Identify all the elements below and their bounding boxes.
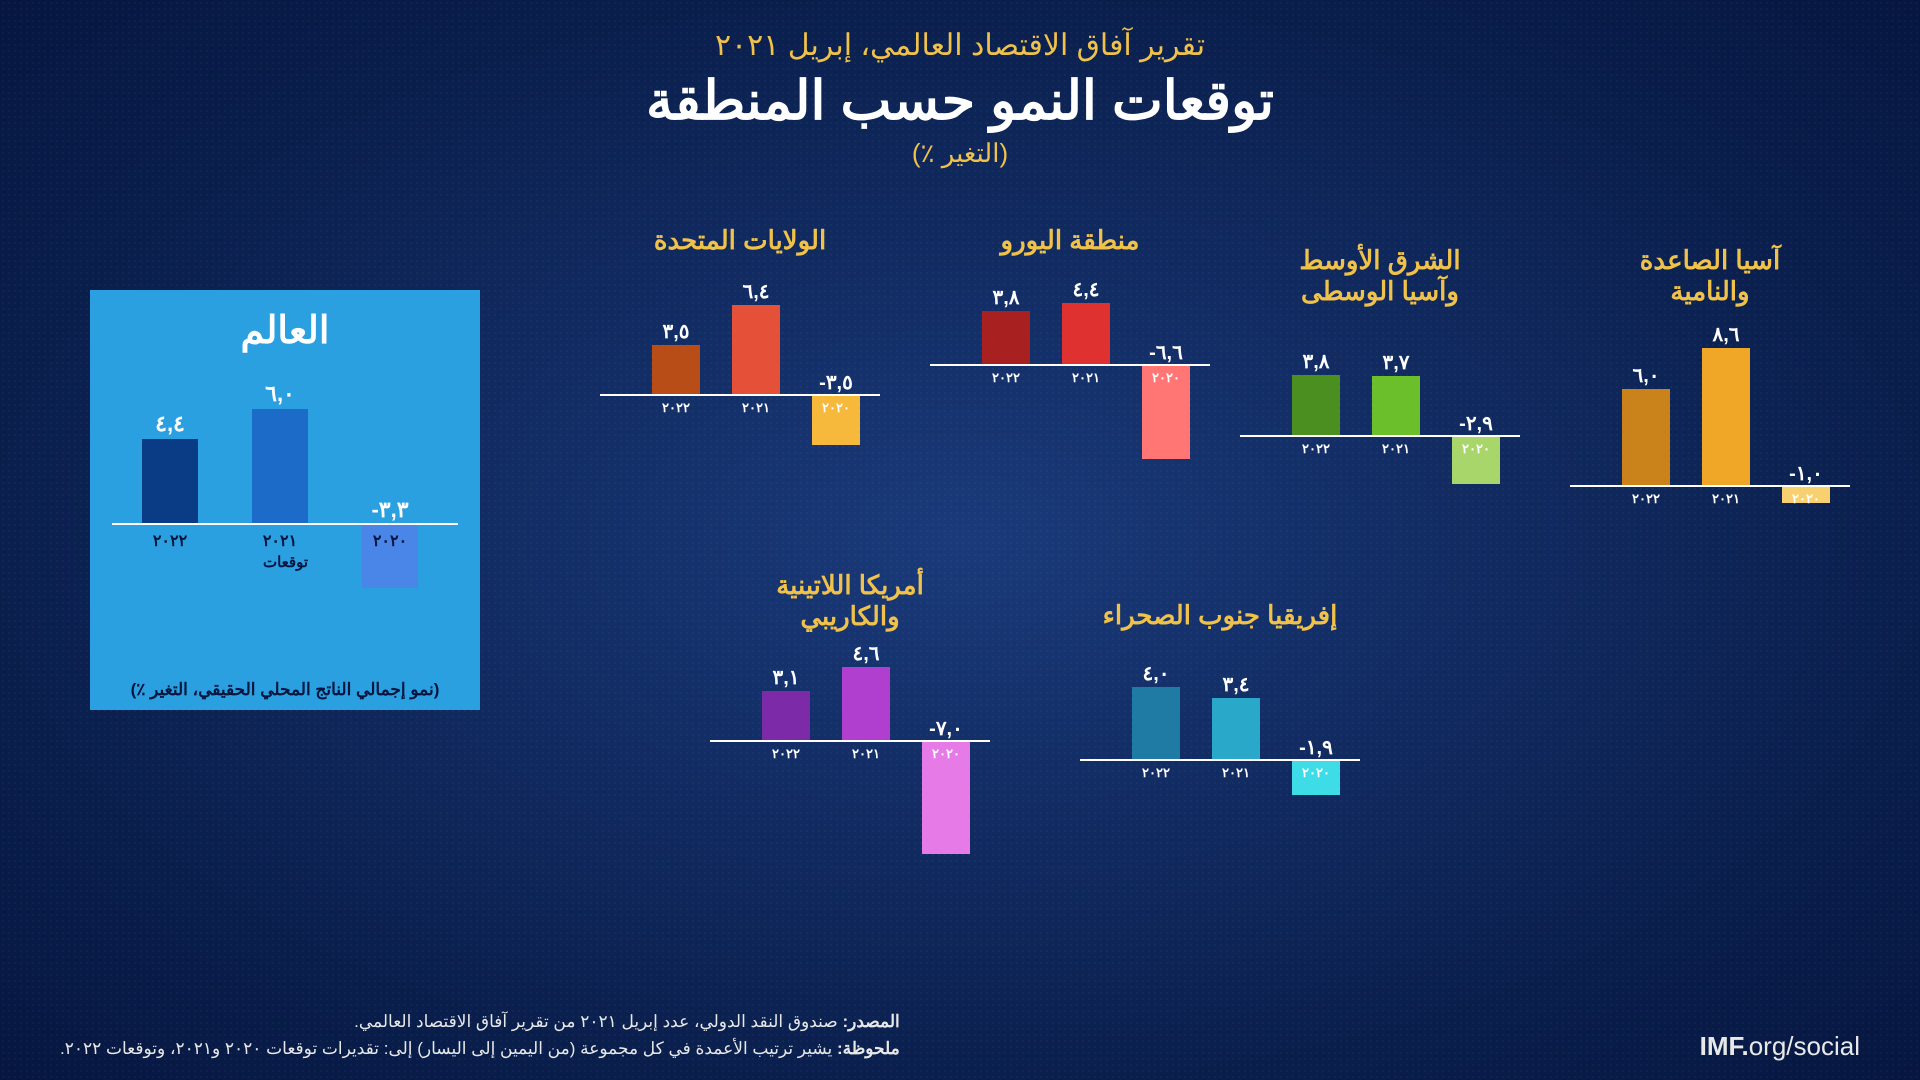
footer-url: IMF.org/social xyxy=(1700,1031,1860,1062)
region-ssa: إفريقيا جنوب الصحراء ١,٩- ٢٠٢٠ ٣,٤ ٢٠٢١ ٤,٠ ٢٠… xyxy=(1070,600,1370,859)
world-panel: العالم ٣,٣- ٢٠٢٠ ٦,٠ ٢٠٢١ ٤,٤ ٢٠٢٢ توقعات (نمو… xyxy=(90,290,480,710)
region-year-label: ٢٠٢١ xyxy=(1056,370,1116,386)
world-bar xyxy=(142,439,198,523)
region-year-label: ٢٠٢٠ xyxy=(806,400,866,416)
footer-source-block: المصدر: صندوق النقد الدولي، عدد إبريل ٢٠… xyxy=(60,1008,900,1062)
region-year-label: ٢٠٢٢ xyxy=(646,400,706,416)
region-bar xyxy=(1062,303,1110,365)
region-bar-value: ١,٠- xyxy=(1771,461,1841,486)
region-bar-value: ٣,١ xyxy=(751,665,821,690)
region-bar-value: ٧,٠- xyxy=(911,716,981,741)
region-bar-value: ٣,٧ xyxy=(1361,350,1431,375)
world-year-label: ٢٠٢٠ xyxy=(350,531,430,551)
region-bar xyxy=(1372,376,1420,435)
region-bar-value: ٣,٥- xyxy=(801,370,871,395)
region-title: منطقة اليورو xyxy=(920,225,1220,256)
region-year-label: ٢٠٢١ xyxy=(726,400,786,416)
region-bar xyxy=(1292,375,1340,436)
region-year-label: ٢٠٢١ xyxy=(1366,441,1426,457)
region-bar-value: ٤,٦ xyxy=(831,641,901,666)
region-bar xyxy=(842,667,890,741)
region-year-label: ٢٠٢٢ xyxy=(756,746,816,762)
region-bar-value: ٦,٤ xyxy=(721,279,791,304)
region-usa: الولايات المتحدة ٣,٥- ٢٠٢٠ ٦,٤ ٢٠٢١ ٣,٥ ٢٠٢٢ xyxy=(590,225,890,484)
region-meca: الشرق الأوسطوآسيا الوسطى ٢,٩- ٢٠٢٠ ٣,٧ ٢٠٢١ ٣… xyxy=(1230,245,1530,535)
world-note: (نمو إجمالي الناتج المحلي الحقيقي، التغي… xyxy=(90,680,480,700)
page-title: توقعات النمو حسب المنطقة xyxy=(0,69,1920,132)
region-bar xyxy=(652,345,700,394)
region-bar-value: ٢,٩- xyxy=(1441,411,1511,436)
region-year-label: ٢٠٢١ xyxy=(836,746,896,762)
region-bar xyxy=(1132,687,1180,759)
region-bar-value: ٨,٦ xyxy=(1691,322,1761,347)
footer-note: ملحوظة: يشير ترتيب الأعمدة في كل مجموعة … xyxy=(60,1035,900,1062)
world-bar xyxy=(252,409,308,523)
region-year-label: ٢٠٢٠ xyxy=(1286,765,1346,781)
region-bar xyxy=(732,305,780,395)
footer-url-light: org/social xyxy=(1749,1031,1860,1061)
region-bar-value: ٣,٨ xyxy=(1281,349,1351,374)
region-title: إفريقيا جنوب الصحراء xyxy=(1070,600,1370,631)
region-year-label: ٢٠٢٢ xyxy=(1126,765,1186,781)
region-year-label: ٢٠٢٠ xyxy=(1446,441,1506,457)
region-year-label: ٢٠٢٢ xyxy=(976,370,1036,386)
footer: IMF.org/social المصدر: صندوق النقد الدول… xyxy=(60,1008,1860,1062)
region-year-label: ٢٠٢١ xyxy=(1206,765,1266,781)
region-bar-value: ٦,٠ xyxy=(1611,363,1681,388)
region-year-label: ٢٠٢٢ xyxy=(1286,441,1346,457)
region-year-label: ٢٠٢١ xyxy=(1696,491,1756,507)
region-year-label: ٢٠٢٠ xyxy=(1776,491,1836,507)
region-bar-value: ٤,٠ xyxy=(1121,661,1191,686)
region-bar-value: ٣,٤ xyxy=(1201,672,1271,697)
region-chart: ١,٠- ٢٠٢٠ ٨,٦ ٢٠٢١ ٦,٠ ٢٠٢٢ xyxy=(1560,315,1860,535)
world-bar-value: ٣,٣- xyxy=(350,497,430,523)
region-chart: ٣,٥- ٢٠٢٠ ٦,٤ ٢٠٢١ ٣,٥ ٢٠٢٢ xyxy=(590,264,890,484)
region-euro: منطقة اليورو ٦,٦- ٢٠٢٠ ٤,٤ ٢٠٢١ ٣,٨ ٢٠٢٢ xyxy=(920,225,1220,484)
world-year-label: ٢٠٢١ xyxy=(240,531,320,551)
region-bar xyxy=(982,311,1030,364)
world-bar-value: ٦,٠ xyxy=(240,381,320,407)
region-title: الولايات المتحدة xyxy=(590,225,890,256)
world-title: العالم xyxy=(112,308,458,353)
footer-source: المصدر: صندوق النقد الدولي، عدد إبريل ٢٠… xyxy=(60,1008,900,1035)
region-chart: ٦,٦- ٢٠٢٠ ٤,٤ ٢٠٢١ ٣,٨ ٢٠٢٢ xyxy=(920,264,1220,484)
region-year-label: ٢٠٢٠ xyxy=(1136,370,1196,386)
region-bar-value: ٣,٥ xyxy=(641,319,711,344)
region-bar xyxy=(1622,389,1670,485)
region-title: الشرق الأوسطوآسيا الوسطى xyxy=(1230,245,1530,307)
world-forecast-label: توقعات xyxy=(263,553,308,571)
region-lac: أمريكا اللاتينيةوالكاريبي ٧,٠- ٢٠٢٠ ٤,٦ ٢٠٢١… xyxy=(700,570,1000,860)
region-title: آسيا الصاعدةوالنامية xyxy=(1560,245,1860,307)
region-year-label: ٢٠٢٢ xyxy=(1616,491,1676,507)
region-chart: ١,٩- ٢٠٢٠ ٣,٤ ٢٠٢١ ٤,٠ ٢٠٢٢ xyxy=(1070,639,1370,859)
region-bar xyxy=(1702,348,1750,486)
header: تقرير آفاق الاقتصاد العالمي، إبريل ٢٠٢١ … xyxy=(0,28,1920,169)
region-chart: ٢,٩- ٢٠٢٠ ٣,٧ ٢٠٢١ ٣,٨ ٢٠٢٢ xyxy=(1230,315,1530,535)
region-year-label: ٢٠٢٠ xyxy=(916,746,976,762)
subtitle: (التغير ٪) xyxy=(0,138,1920,169)
region-bar-value: ١,٩- xyxy=(1281,735,1351,760)
region-bar-value: ٣,٨ xyxy=(971,285,1041,310)
world-bar-value: ٤,٤ xyxy=(130,411,210,437)
region-bar xyxy=(762,691,810,741)
region-bar-value: ٦,٦- xyxy=(1131,340,1201,365)
suptitle: تقرير آفاق الاقتصاد العالمي، إبريل ٢٠٢١ xyxy=(0,28,1920,63)
footer-url-bold: IMF. xyxy=(1700,1031,1749,1061)
region-chart: ٧,٠- ٢٠٢٠ ٤,٦ ٢٠٢١ ٣,١ ٢٠٢٢ xyxy=(700,640,1000,860)
region-asia: آسيا الصاعدةوالنامية ١,٠- ٢٠٢٠ ٨,٦ ٢٠٢١ ٦,٠ ٢٠… xyxy=(1560,245,1860,535)
world-year-label: ٢٠٢٢ xyxy=(130,531,210,551)
world-chart: ٣,٣- ٢٠٢٠ ٦,٠ ٢٠٢١ ٤,٤ ٢٠٢٢ توقعات xyxy=(112,363,458,623)
region-bar-value: ٤,٤ xyxy=(1051,277,1121,302)
region-title: أمريكا اللاتينيةوالكاريبي xyxy=(700,570,1000,632)
region-bar xyxy=(1212,698,1260,759)
